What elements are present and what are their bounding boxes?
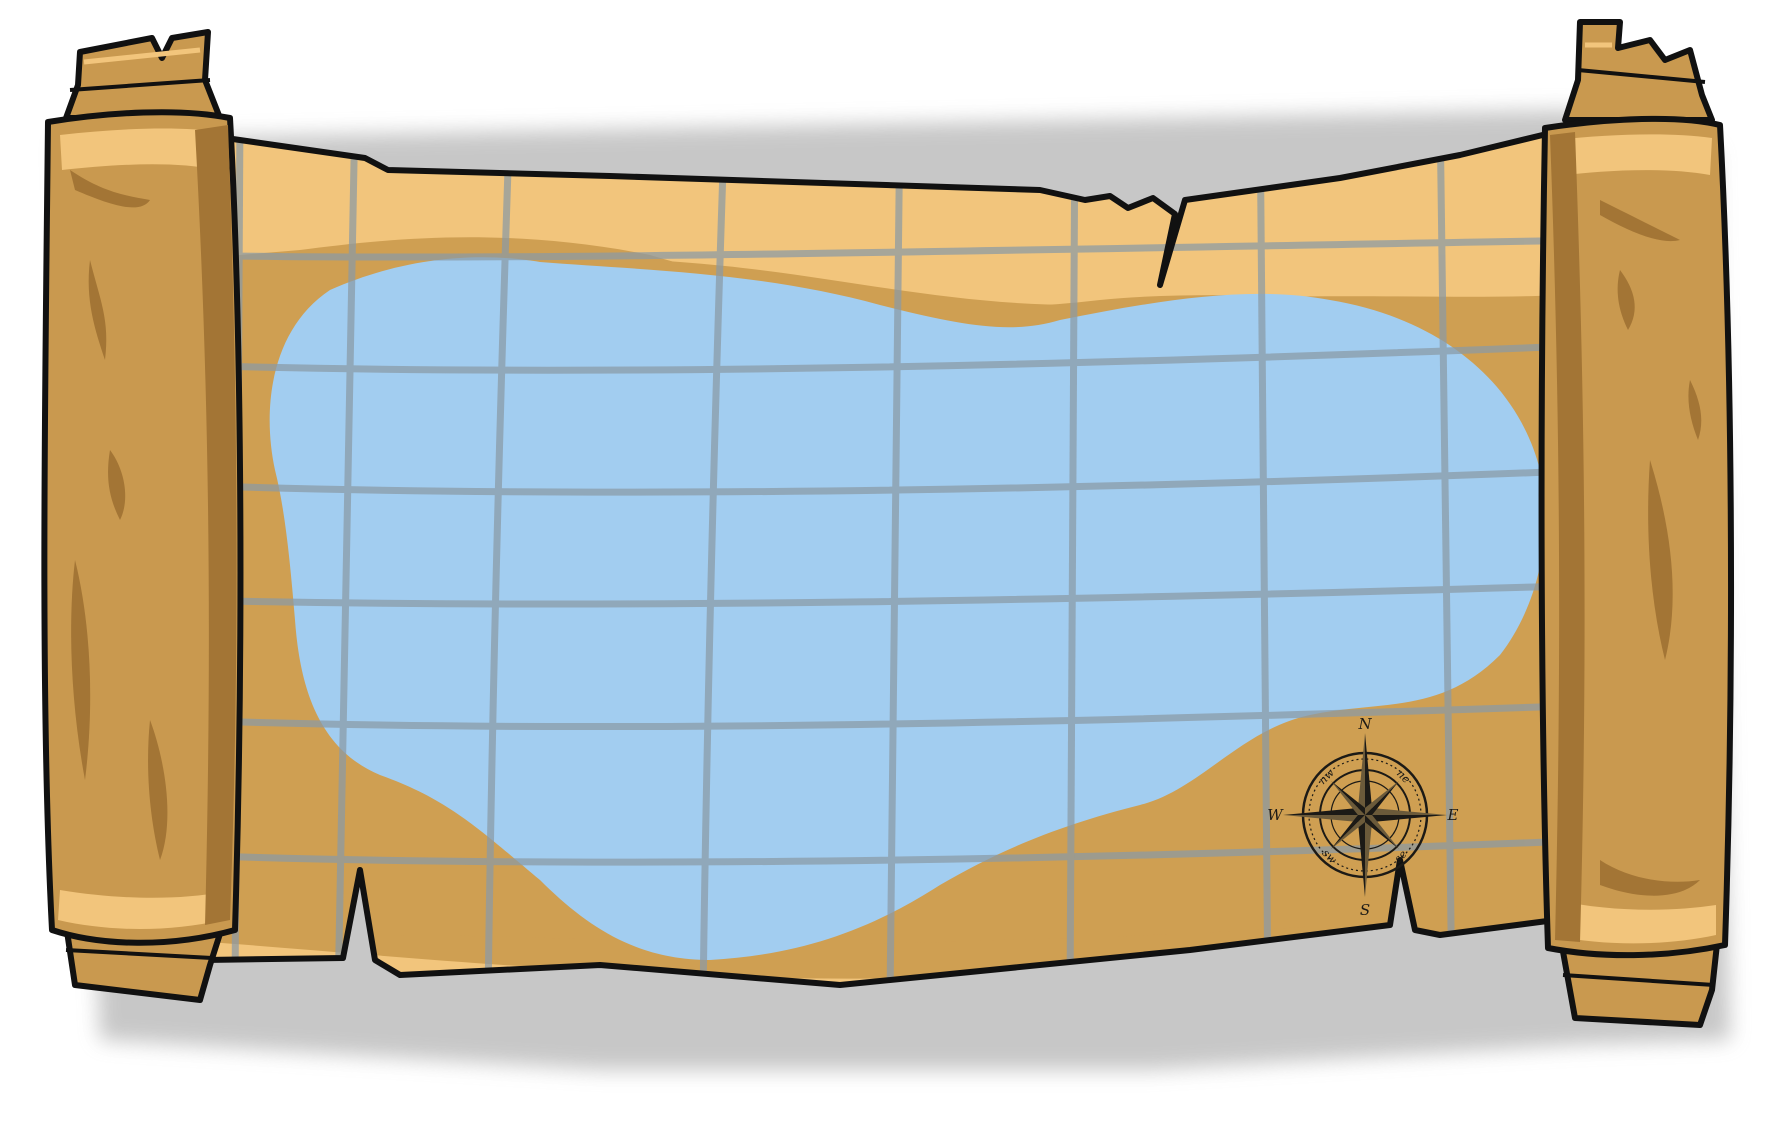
compass-east: E	[1447, 806, 1459, 824]
compass-star	[1283, 733, 1447, 897]
compass-rose: N S E W ne nw se sw	[1267, 715, 1458, 919]
map-grid	[205, 132, 1555, 985]
compass-west: W	[1267, 806, 1284, 824]
compass-south: S	[1360, 901, 1370, 919]
compass-north: N	[1357, 715, 1372, 733]
lake	[269, 257, 1546, 960]
left-scroll-roller	[41, 29, 244, 1003]
right-scroll-roller	[1538, 19, 1735, 1028]
